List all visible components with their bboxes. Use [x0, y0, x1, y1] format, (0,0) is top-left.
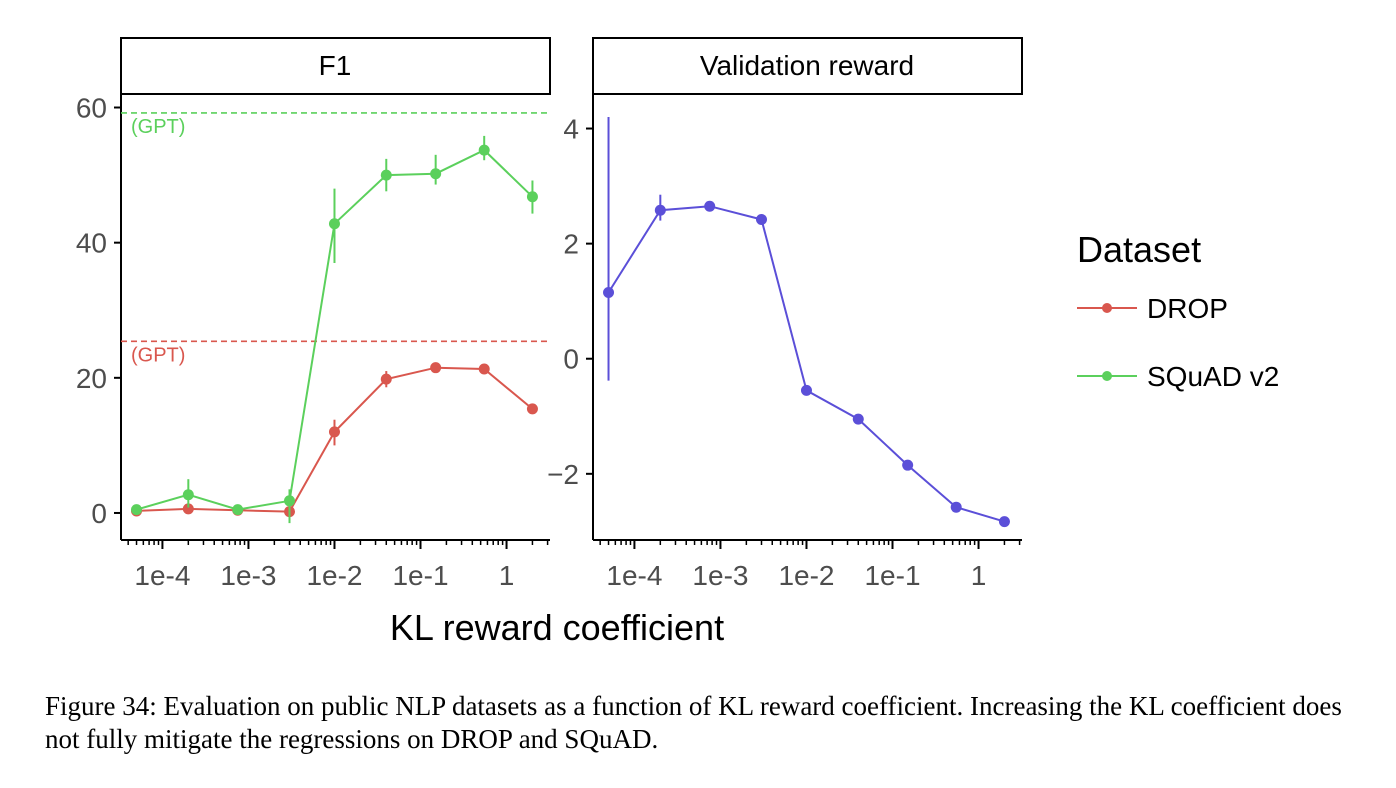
f1-series-squad-v2-point	[283, 495, 295, 507]
reward-series-0-point	[998, 516, 1010, 528]
reward-series-0-point	[755, 213, 767, 225]
reward-x-tick-label: 1e-3	[692, 560, 748, 591]
f1-y-tick-label: 20	[76, 363, 107, 394]
legend-item-drop: DROP	[1077, 293, 1228, 324]
reward-series-0-point	[852, 413, 864, 425]
validation-reward-plot-area: −2 0 2 4 1e-4 1e-3 1e-2 1e-1 1	[547, 94, 1022, 591]
legend-swatch-marker-drop	[1102, 303, 1112, 313]
validation-reward-panel-title: Validation reward	[700, 50, 914, 81]
f1-series-drop-point	[430, 362, 442, 374]
reward-y-tick-label: −2	[547, 459, 579, 490]
reward-series-0-point	[950, 501, 962, 513]
f1-reference-label: (GPT)	[131, 344, 185, 366]
legend-title: Dataset	[1077, 229, 1201, 270]
f1-x-tick-label: 1	[499, 560, 515, 591]
figure-caption: Figure 34: Evaluation on public NLP data…	[45, 691, 1342, 754]
f1-x-tick-label: 1e-1	[392, 560, 448, 591]
f1-series-squad-v2-point	[380, 169, 392, 181]
reward-x-tick-label: 1	[971, 560, 987, 591]
legend-swatch-marker-squad	[1102, 371, 1112, 381]
f1-strip	[120, 37, 551, 95]
f1-series-squad-v2-point	[478, 144, 490, 156]
reward-series-0-point	[800, 384, 812, 396]
reward-y-tick-label: 4	[563, 114, 579, 145]
f1-y-tick-label: 40	[76, 228, 107, 259]
f1-series-drop-point	[328, 426, 340, 438]
reward-series-0-point	[704, 200, 716, 212]
x-axis-label: KL reward coefficient	[390, 607, 724, 648]
reward-y-tick-label: 0	[563, 344, 579, 375]
reward-y-tick-label: 2	[563, 229, 579, 260]
legend-item-squad: SQuAD v2	[1077, 361, 1279, 392]
f1-series-squad-v2-point	[131, 504, 143, 516]
f1-panel-title: F1	[319, 50, 352, 81]
f1-panel: F1 0 20 40 60 1e-4 1e-3 1e-2 1e-1 1 (GPT) (GPT)	[76, 37, 551, 591]
legend-label-drop: DROP	[1147, 293, 1228, 324]
legend-label-squad: SQuAD v2	[1147, 361, 1279, 392]
f1-series-squad-v2-point	[232, 504, 244, 516]
f1-series-drop-point	[478, 363, 490, 375]
reward-series-0-point	[902, 459, 914, 471]
legend: Dataset DROP SQuAD v2	[1077, 229, 1279, 392]
validation-reward-strip	[592, 37, 1023, 95]
f1-reference-label: (GPT)	[131, 116, 185, 138]
f1-x-tick-label: 1e-4	[134, 560, 190, 591]
f1-x-tick-label: 1e-2	[306, 560, 362, 591]
f1-y-tick-label: 60	[76, 93, 107, 124]
reward-x-tick-label: 1e-2	[778, 560, 834, 591]
f1-plot-area: 0 20 40 60 1e-4 1e-3 1e-2 1e-1 1 (GPT) (GPT)	[76, 93, 550, 591]
f1-series-squad-v2-point	[182, 489, 194, 501]
validation-reward-panel: Validation reward −2 0 2 4 1e-4 1e-3 1e-2 1e-1 1	[547, 37, 1023, 591]
reward-series-0-point	[654, 204, 666, 216]
f1-y-tick-label: 0	[91, 498, 107, 529]
reward-series-0-line	[607, 205, 1005, 523]
f1-x-tick-label: 1e-3	[220, 560, 276, 591]
f1-series-drop-point	[380, 373, 392, 385]
reward-series-0-point	[603, 287, 615, 299]
reward-x-tick-label: 1e-1	[864, 560, 920, 591]
f1-series-squad-v2-point	[430, 168, 442, 180]
reward-x-tick-label: 1e-4	[606, 560, 662, 591]
f1-series-drop-point	[526, 403, 538, 415]
f1-series-squad-v2-point	[328, 218, 340, 230]
f1-series-squad-v2-point	[526, 191, 538, 203]
f1-series-drop-point	[182, 503, 194, 515]
